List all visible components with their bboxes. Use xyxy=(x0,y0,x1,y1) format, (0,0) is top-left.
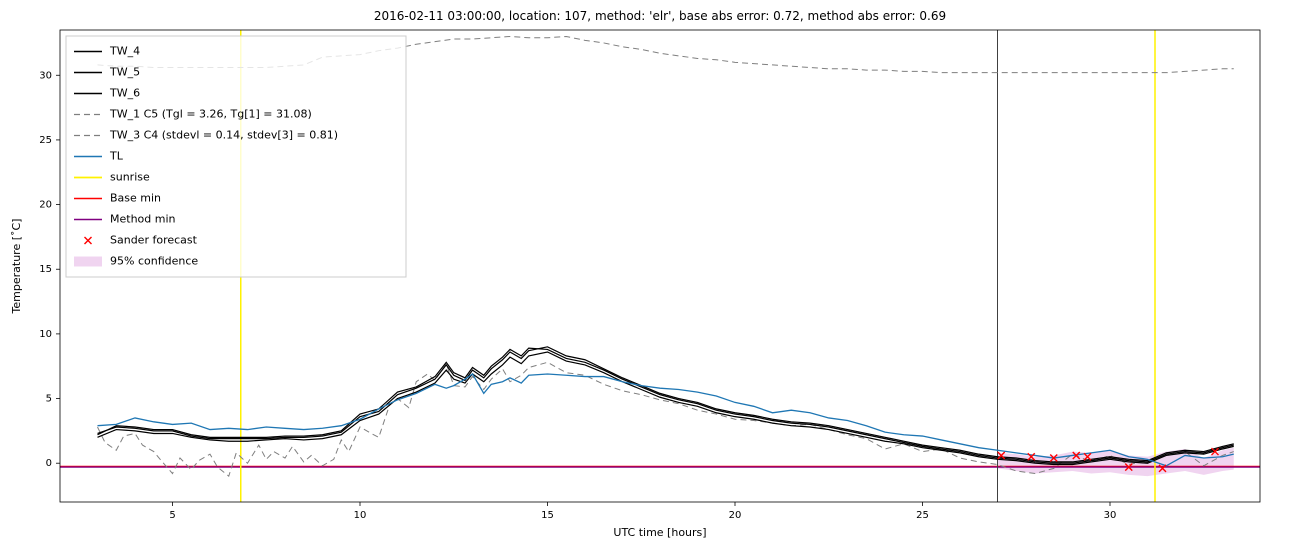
svg-text:25: 25 xyxy=(916,510,929,521)
legend: TW_4 TW_5 TW_6 TW_1 C5 (Tgl = 3.26, Tg[1] =… xyxy=(66,36,406,277)
legend-label: TW_4 xyxy=(109,45,140,58)
svg-text:20: 20 xyxy=(729,510,742,521)
chart-title: 2016-02-11 03:00:00, location: 107, meth… xyxy=(374,9,946,23)
legend-label: TW_1 C5 (Tgl = 3.26, Tg[1] = 31.08) xyxy=(109,108,312,121)
legend-label: TW_6 xyxy=(109,87,140,100)
svg-text:15: 15 xyxy=(39,264,52,275)
legend-label: Method min xyxy=(110,213,176,226)
svg-text:5: 5 xyxy=(169,510,175,521)
legend-label: TW_3 C4 (stdevl = 0.14, stdev[3] = 0.81) xyxy=(109,129,338,142)
y-axis-label: Temperature [˚C] xyxy=(10,219,23,315)
svg-text:20: 20 xyxy=(39,200,52,211)
legend-label: TL xyxy=(109,150,124,163)
legend-label: Base min xyxy=(110,192,161,205)
legend-label: 95% confidence xyxy=(110,255,198,268)
chart-svg: 5 10 15 20 25 30 0 5 10 15 20 25 30 UTC time [hours] T… xyxy=(0,0,1310,547)
legend-label: sunrise xyxy=(110,171,150,184)
x-axis-label: UTC time [hours] xyxy=(613,526,706,539)
svg-text:5: 5 xyxy=(46,394,52,405)
svg-text:25: 25 xyxy=(39,135,52,146)
svg-text:15: 15 xyxy=(541,510,554,521)
svg-text:10: 10 xyxy=(354,510,367,521)
svg-text:0: 0 xyxy=(46,458,52,469)
chart-container: 5 10 15 20 25 30 0 5 10 15 20 25 30 UTC time [hours] T… xyxy=(0,0,1310,547)
svg-text:30: 30 xyxy=(1104,510,1117,521)
legend-label: TW_5 xyxy=(109,66,140,79)
svg-text:30: 30 xyxy=(39,70,52,81)
svg-text:10: 10 xyxy=(39,329,52,340)
legend-label: Sander forecast xyxy=(110,234,198,247)
